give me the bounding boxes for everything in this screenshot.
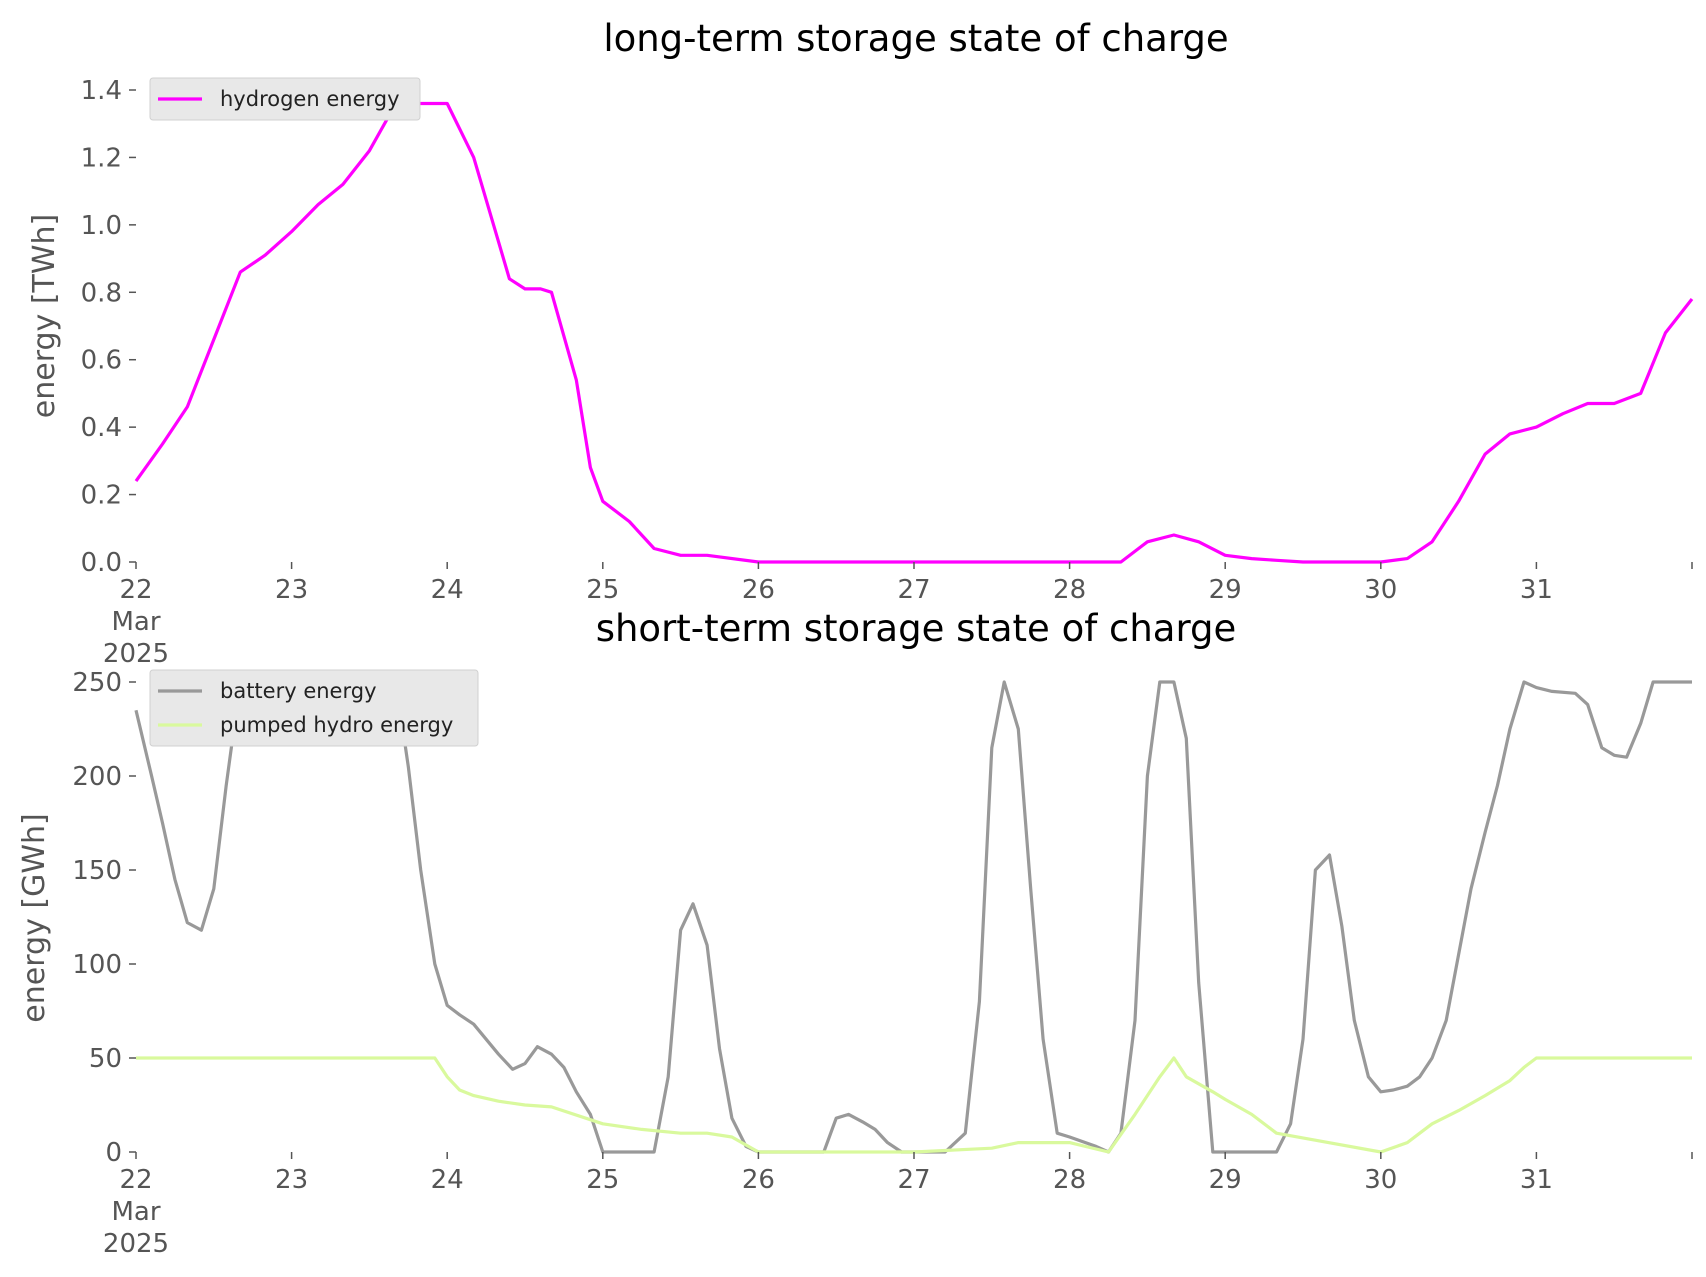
plot-area	[134, 101, 1694, 564]
y-tick-label: 1.2	[81, 143, 122, 173]
x-tick-label: 24	[431, 1165, 464, 1195]
x-tick-label: 23	[275, 575, 308, 605]
x-tick-label: 31	[1520, 1165, 1553, 1195]
x-tick-label: 27	[897, 1165, 930, 1195]
legend-box	[149, 669, 479, 747]
y-tick-label: 100	[72, 950, 122, 980]
series-line-battery-energy	[134, 680, 1692, 1154]
x-tick-sublabel: Mar	[111, 607, 160, 637]
x-tick-label: 26	[742, 575, 775, 605]
x-tick-label: 25	[586, 1165, 619, 1195]
long-term-storage-chart: long-term storage state of charge energy…	[27, 17, 1694, 669]
y-tick-label: 50	[89, 1044, 122, 1074]
x-tick-label: 30	[1364, 1165, 1397, 1195]
y-tick-label: 0	[105, 1138, 122, 1168]
x-tick-label: 28	[1053, 1165, 1086, 1195]
series-line-hydrogen-energy	[134, 101, 1694, 564]
x-tick-label: 30	[1364, 575, 1397, 605]
legend: hydrogen energy	[149, 77, 421, 121]
y-axis-label: energy [GWh]	[17, 813, 52, 1022]
x-tick-label: 29	[1209, 575, 1242, 605]
x-tick-label: 23	[275, 1165, 308, 1195]
short-term-storage-chart: short-term storage state of charge energ…	[17, 607, 1693, 1259]
x-tick-label: 31	[1520, 575, 1553, 605]
x-tick-label: 24	[431, 575, 464, 605]
x-tick-label: 28	[1053, 575, 1086, 605]
y-axis: 0.0 0.2 0.4 0.6 0.8 1.0 1.2 1.4	[81, 76, 136, 578]
y-axis: 0 50 100 150 200 250	[72, 668, 136, 1168]
y-tick-label: 1.0	[81, 211, 122, 241]
legend-label: pumped hydro energy	[220, 713, 453, 737]
y-tick-label: 1.4	[81, 76, 122, 106]
y-tick-label: 0.8	[81, 278, 122, 308]
legend-label: hydrogen energy	[220, 87, 400, 111]
x-tick-sublabel: 2025	[103, 639, 169, 669]
legend: battery energy pumped hydro energy	[149, 669, 479, 747]
y-tick-label: 150	[72, 856, 122, 886]
plot-area	[134, 680, 1692, 1154]
y-tick-label: 0.0	[81, 548, 122, 578]
y-tick-label: 250	[72, 668, 122, 698]
legend-box	[149, 77, 421, 121]
y-tick-label: 200	[72, 762, 122, 792]
x-tick-sublabel: Mar	[111, 1197, 160, 1227]
y-axis-label: energy [TWh]	[27, 214, 62, 418]
x-tick-label: 25	[586, 575, 619, 605]
x-tick-label: 29	[1209, 1165, 1242, 1195]
x-tick-sublabel: 2025	[103, 1229, 169, 1259]
chart-title: short-term storage state of charge	[596, 607, 1237, 650]
chart-title: long-term storage state of charge	[603, 17, 1228, 60]
y-tick-label: 0.6	[81, 346, 122, 376]
x-tick-label: 22	[119, 1165, 152, 1195]
series-line-pumped-hydro-energy	[136, 1056, 1692, 1154]
x-tick-label: 22	[119, 575, 152, 605]
x-tick-label: 27	[897, 575, 930, 605]
legend-label: battery energy	[220, 679, 377, 703]
y-tick-label: 0.4	[81, 413, 122, 443]
y-tick-label: 0.2	[81, 481, 122, 511]
x-tick-label: 26	[742, 1165, 775, 1195]
